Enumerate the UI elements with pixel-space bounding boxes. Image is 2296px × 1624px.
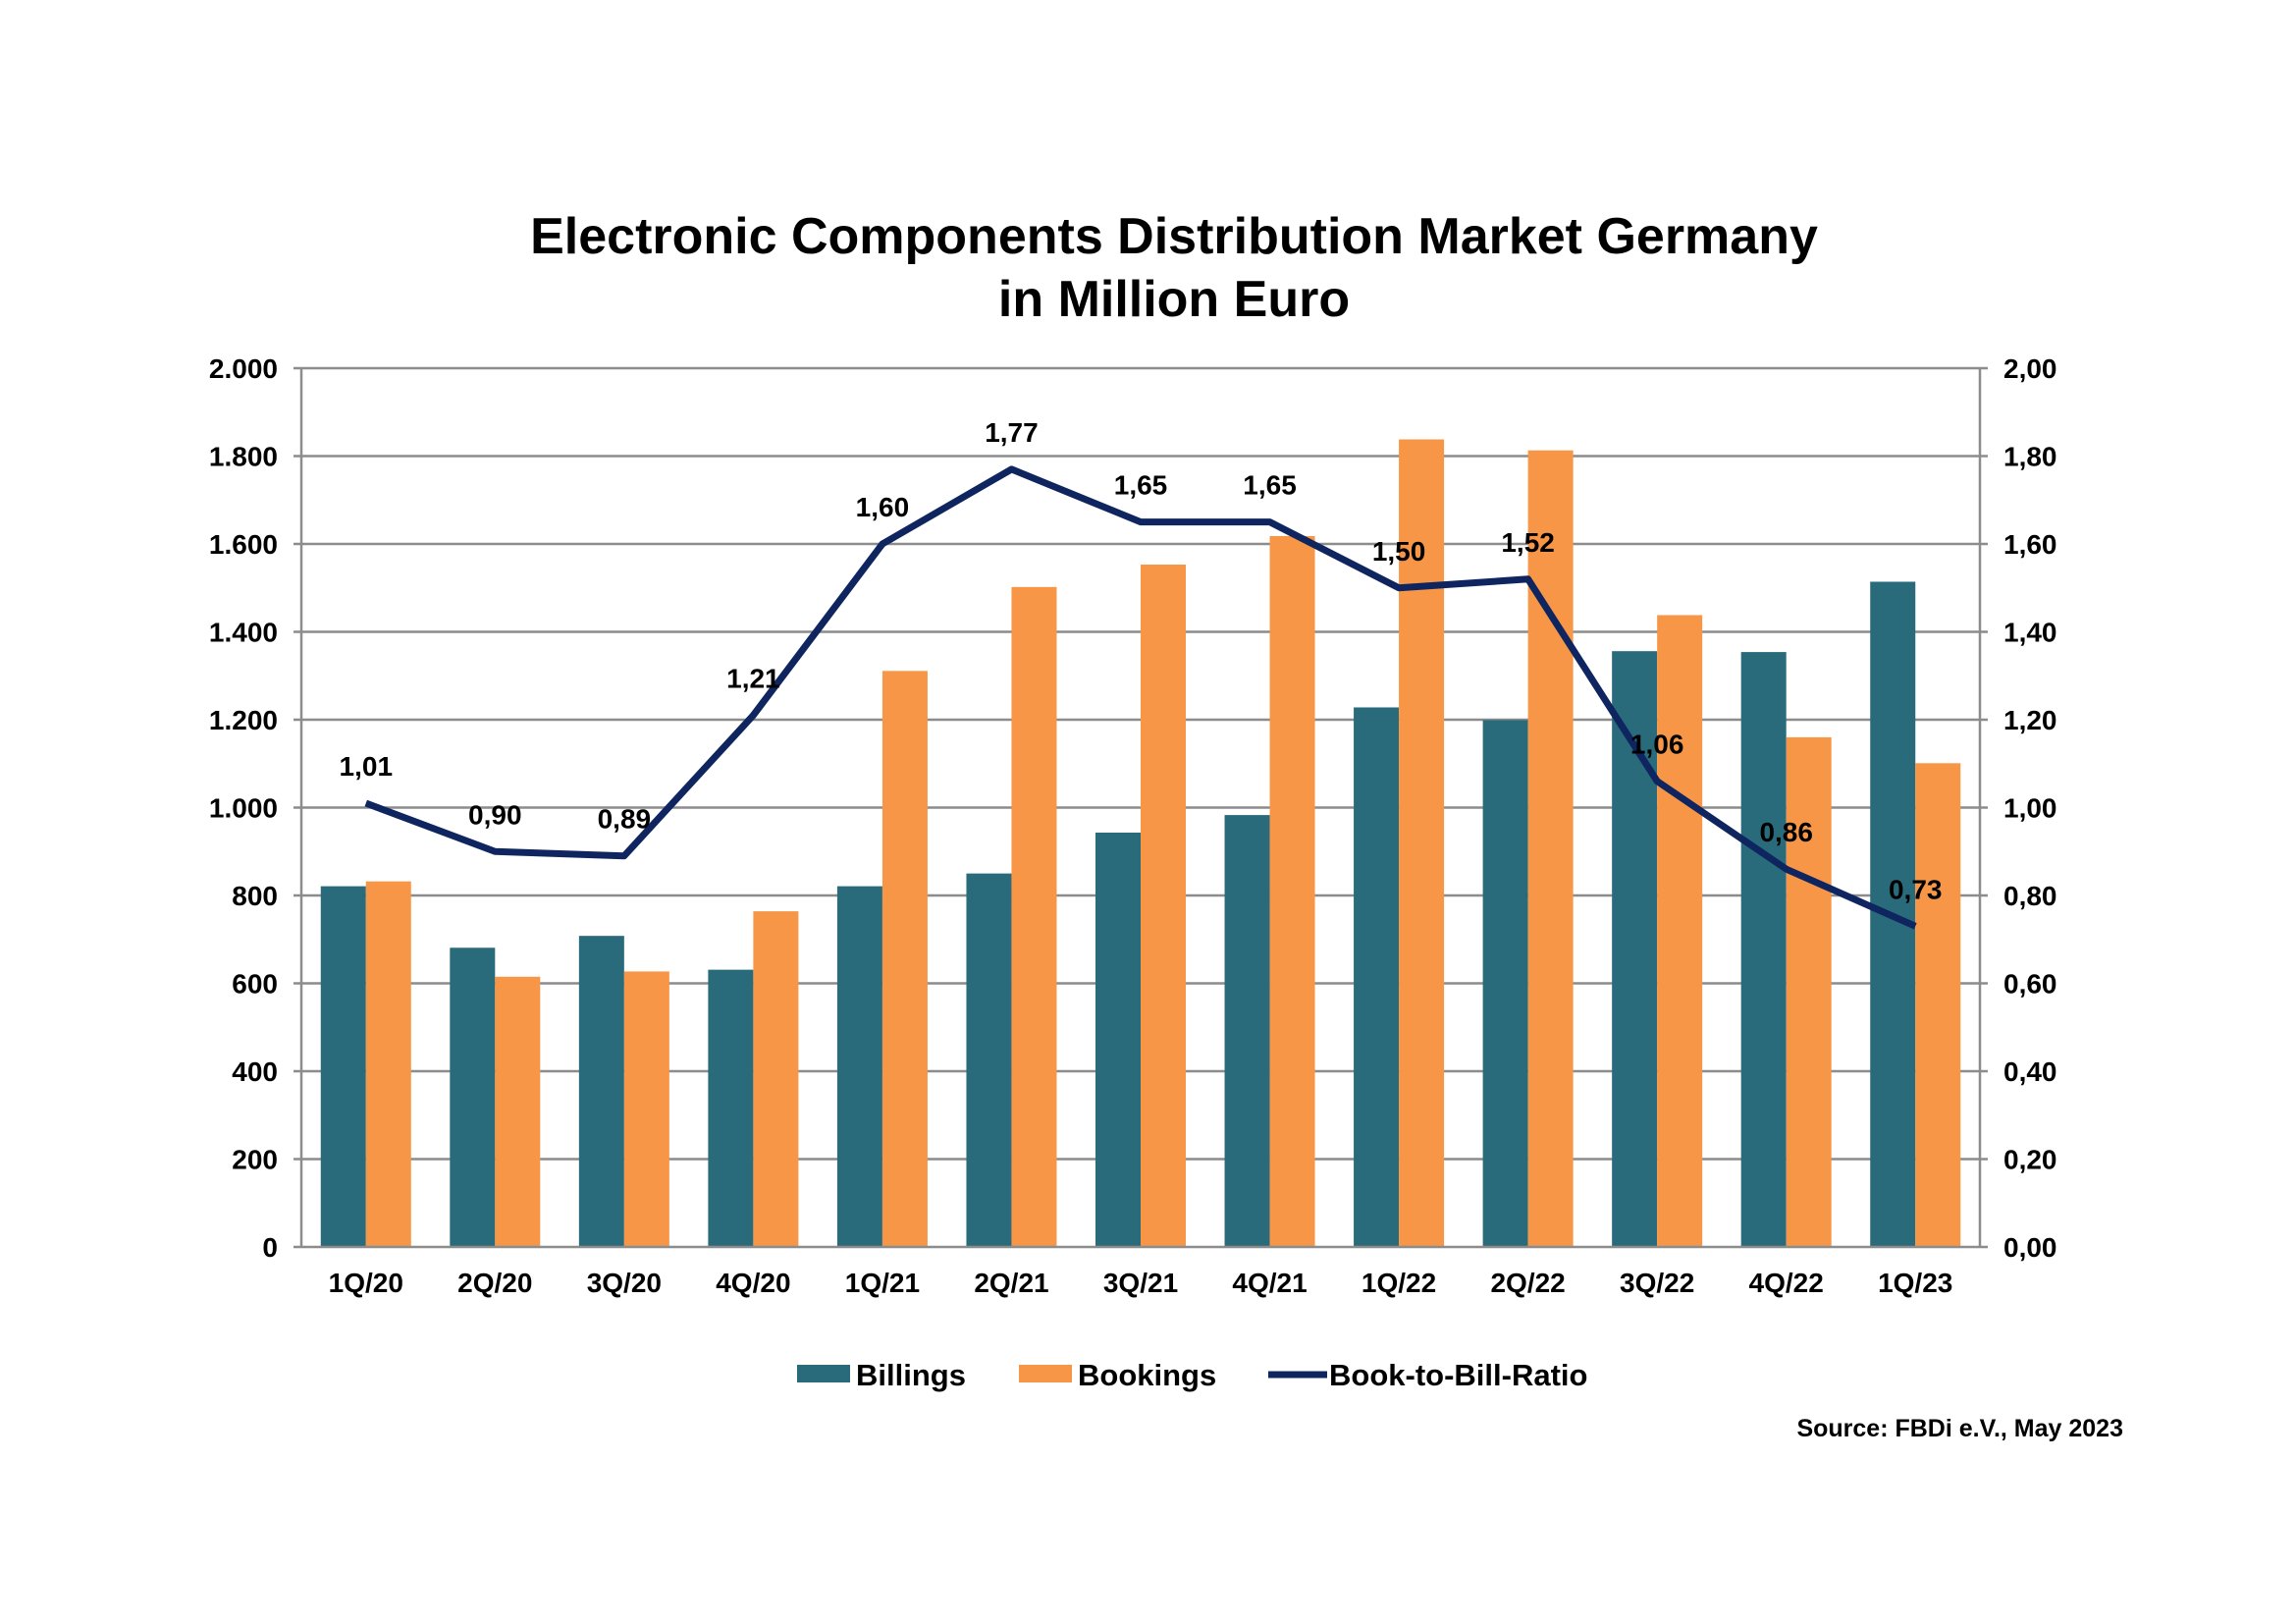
x-tick-label: 1Q/21 <box>845 1268 920 1298</box>
right-tick-label: 1,40 <box>2003 618 2057 648</box>
bar-bookings <box>623 971 669 1247</box>
bar-bookings <box>1915 763 1961 1247</box>
right-tick-label: 0,80 <box>2003 881 2057 911</box>
data-label-ratio: 1,60 <box>856 492 910 522</box>
bar-billings <box>1095 833 1141 1247</box>
bar-billings <box>836 886 882 1247</box>
chart-subtitle: in Million Euro <box>998 271 1350 328</box>
data-label-ratio: 0,86 <box>1759 817 1813 847</box>
data-label-ratio: 1,01 <box>340 751 394 782</box>
left-tick-label: 2.000 <box>209 353 278 384</box>
line-book-to-bill <box>364 465 1917 930</box>
x-tick-label: 4Q/21 <box>1232 1268 1307 1298</box>
bar-billings <box>1740 652 1787 1247</box>
left-tick-label: 600 <box>232 969 278 1000</box>
left-tick-label: 0 <box>262 1232 278 1263</box>
bars <box>320 439 1961 1247</box>
x-tick-label: 4Q/20 <box>716 1268 790 1298</box>
bar-bookings <box>1011 586 1057 1247</box>
data-label-ratio: 1,65 <box>1114 470 1168 501</box>
left-tick-label: 400 <box>232 1056 278 1087</box>
data-label-ratio: 1,21 <box>726 664 780 694</box>
bar-bookings <box>881 671 928 1247</box>
bar-bookings <box>1786 736 1832 1247</box>
left-tick-label: 800 <box>232 881 278 911</box>
bar-bookings <box>1269 535 1315 1247</box>
legend-label-bookings: Bookings <box>1078 1358 1216 1392</box>
x-tick-label: 1Q/22 <box>1362 1268 1436 1298</box>
left-tick-label: 1.600 <box>209 529 278 560</box>
bar-billings <box>708 969 754 1247</box>
right-tick-label: 0,40 <box>2003 1056 2057 1087</box>
x-tick-label: 3Q/20 <box>587 1268 662 1298</box>
bar-billings <box>1482 720 1528 1247</box>
bar-bookings <box>1141 565 1186 1247</box>
data-label-ratio: 0,89 <box>598 804 652 835</box>
bar-bookings <box>365 881 411 1247</box>
bar-bookings <box>753 911 799 1247</box>
left-tick-label: 1.200 <box>209 705 278 735</box>
bar-bookings <box>495 976 541 1247</box>
bar-bookings <box>1657 615 1703 1247</box>
x-tick-label: 3Q/21 <box>1103 1268 1178 1298</box>
legend-swatch-bookings <box>1019 1365 1072 1382</box>
data-label-ratio: 1,52 <box>1501 527 1555 558</box>
x-tick-label: 2Q/22 <box>1490 1268 1565 1298</box>
data-label-ratio: 1,50 <box>1372 536 1426 567</box>
right-tick-label: 0,20 <box>2003 1145 2057 1175</box>
data-label-ratio: 1,06 <box>1630 730 1684 760</box>
right-tick-label: 2,00 <box>2003 353 2057 384</box>
legend-label-ratio: Book-to-Bill-Ratio <box>1329 1358 1587 1392</box>
left-tick-label: 1.800 <box>209 442 278 472</box>
right-tick-label: 1,80 <box>2003 442 2057 472</box>
legend: Billings Bookings Book-to-Bill-Ratio <box>797 1358 1587 1392</box>
bar-billings <box>1224 815 1270 1247</box>
x-tick-label: 2Q/20 <box>457 1268 532 1298</box>
x-tick-label: 1Q/23 <box>1878 1268 1952 1298</box>
right-tick-label: 1,20 <box>2003 705 2057 735</box>
chart-title: Electronic Components Distribution Marke… <box>530 208 1818 265</box>
bar-billings <box>1354 707 1400 1247</box>
bar-billings <box>966 873 1012 1247</box>
axes: 0 0,00 200 0,20 400 0,40 600 0,60 800 0,80 1.000 1,… <box>209 353 2057 1298</box>
legend-swatch-billings <box>797 1365 850 1382</box>
right-tick-label: 0,00 <box>2003 1232 2057 1263</box>
bar-bookings <box>1399 439 1445 1247</box>
x-tick-label: 4Q/22 <box>1749 1268 1824 1298</box>
data-label-ratio: 0,90 <box>468 799 522 830</box>
data-label-ratio: 1,77 <box>985 417 1039 448</box>
data-label-ratio: 0,73 <box>1889 874 1943 904</box>
x-tick-label: 1Q/20 <box>329 1268 403 1298</box>
bar-billings <box>578 936 624 1247</box>
bar-billings <box>450 947 496 1247</box>
bar-bookings <box>1527 450 1574 1247</box>
legend-label-billings: Billings <box>856 1358 966 1392</box>
data-label-ratio: 1,65 <box>1243 470 1297 501</box>
ratio-line: 1,01 0,90 0,89 1,21 1,60 1,77 1,65 1,65 1,50 1,52… <box>340 417 1943 930</box>
left-tick-label: 200 <box>232 1145 278 1175</box>
x-tick-label: 2Q/21 <box>974 1268 1048 1298</box>
right-tick-label: 1,00 <box>2003 793 2057 824</box>
right-tick-label: 0,60 <box>2003 969 2057 1000</box>
right-tick-label: 1,60 <box>2003 529 2057 560</box>
source-note: Source: FBDi e.V., May 2023 <box>1796 1415 2123 1442</box>
bar-billings <box>320 886 366 1247</box>
x-tick-label: 3Q/22 <box>1620 1268 1694 1298</box>
left-tick-label: 1.400 <box>209 618 278 648</box>
left-tick-label: 1.000 <box>209 793 278 824</box>
